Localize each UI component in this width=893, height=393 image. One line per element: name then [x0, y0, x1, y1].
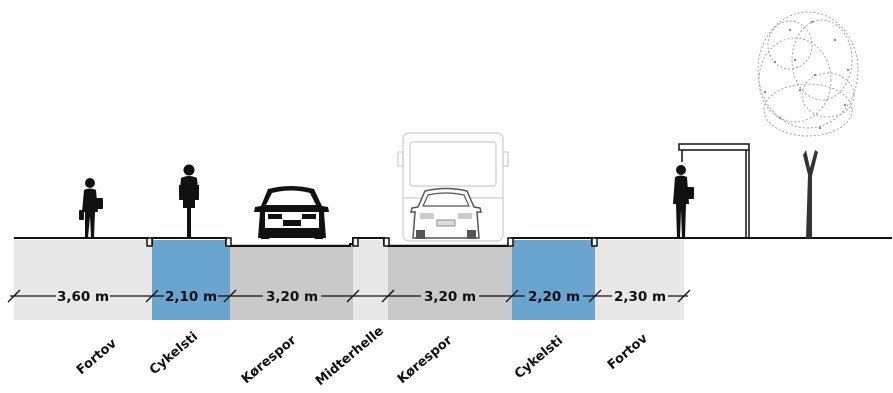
lane-labels: Fortov Cykelsti Kørespor Midterhelle Kør… — [74, 323, 651, 389]
dim-label-fortov-left: 3,60 m — [57, 289, 109, 305]
fill-cykelsti-left — [152, 240, 230, 320]
fill-korespor-right — [388, 244, 512, 320]
cross-section-fills — [14, 240, 684, 320]
cyclist-icon — [179, 164, 199, 238]
lane-label-fortov-right: Fortov — [605, 331, 651, 373]
car-front-icon — [254, 186, 329, 239]
car-rear-icon — [410, 187, 482, 239]
dim-label-korespor-right: 3,20 m — [424, 289, 476, 305]
dim-label-cykelsti-left: 2,10 m — [165, 289, 217, 305]
fill-fortov-left — [14, 240, 152, 320]
waiting-person-icon — [673, 165, 694, 238]
lane-label-fortov-left: Fortov — [74, 336, 120, 378]
fill-cykelsti-right — [512, 240, 595, 320]
curb-markers — [146, 237, 598, 247]
lane-label-cykelsti-left: Cykelsti — [147, 329, 201, 378]
fill-midterhelle — [353, 240, 388, 320]
lane-label-korespor-right: Kørespor — [395, 333, 456, 388]
dimension-labels: 3,60 m 2,10 m 3,20 m 3,20 m 2,20 m 2,30 … — [56, 287, 668, 305]
lane-label-cykelsti-right: Cykelsti — [512, 333, 566, 382]
bus-shelter-icon — [678, 143, 750, 238]
pedestrian-icon — [79, 178, 103, 238]
lane-label-korespor-left: Kørespor — [239, 333, 300, 388]
lane-label-midterhelle: Midterhelle — [313, 323, 387, 389]
dim-label-korespor-left: 3,20 m — [266, 289, 318, 305]
tree-icon — [757, 11, 859, 238]
dim-label-fortov-right: 2,30 m — [614, 289, 666, 305]
fill-fortov-right — [595, 240, 684, 320]
dim-label-cykelsti-right: 2,20 m — [528, 289, 580, 305]
fill-korespor-left — [230, 244, 353, 320]
ground-line — [14, 237, 892, 247]
